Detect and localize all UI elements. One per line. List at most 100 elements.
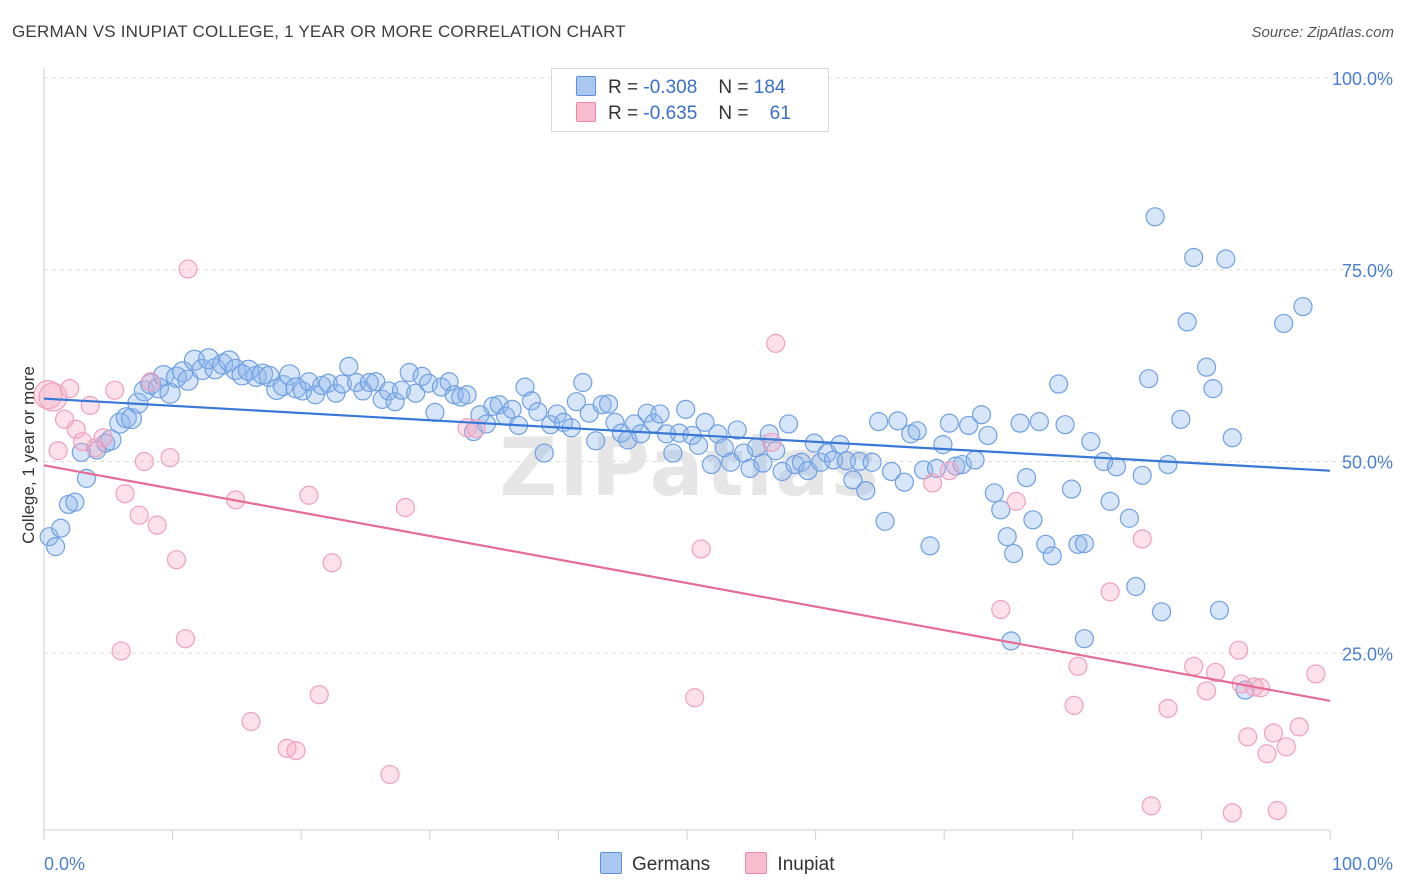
inupiat-point[interactable] bbox=[241, 711, 261, 732]
inupiat-point[interactable] bbox=[1222, 803, 1242, 823]
german-point[interactable] bbox=[399, 362, 419, 383]
german-point[interactable] bbox=[1036, 534, 1056, 554]
german-point[interactable] bbox=[959, 415, 979, 436]
series-legend-germans[interactable]: Germans bbox=[600, 852, 710, 876]
german-point[interactable] bbox=[688, 435, 709, 455]
german-point[interactable] bbox=[1081, 431, 1101, 452]
inupiat-point[interactable] bbox=[111, 641, 131, 661]
german-point[interactable] bbox=[272, 374, 294, 397]
german-point[interactable] bbox=[1100, 491, 1120, 511]
inupiat-point[interactable] bbox=[322, 553, 342, 573]
german-point[interactable] bbox=[1106, 457, 1127, 477]
inupiat-point[interactable] bbox=[286, 741, 306, 761]
german-point[interactable] bbox=[159, 382, 181, 404]
german-point[interactable] bbox=[1222, 428, 1242, 448]
inupiat-point[interactable] bbox=[1205, 662, 1226, 683]
german-point[interactable] bbox=[1293, 296, 1313, 317]
german-point[interactable] bbox=[1004, 543, 1024, 564]
german-point[interactable] bbox=[1074, 533, 1094, 554]
inupiat-point[interactable] bbox=[129, 505, 149, 525]
inupiat-point[interactable] bbox=[1306, 664, 1326, 684]
inupiat-point[interactable] bbox=[147, 515, 167, 535]
german-point[interactable] bbox=[984, 483, 1004, 503]
inupiat-point[interactable] bbox=[691, 539, 711, 559]
german-point[interactable] bbox=[753, 453, 773, 473]
german-point[interactable] bbox=[502, 399, 522, 419]
german-point[interactable] bbox=[778, 414, 799, 434]
german-point[interactable] bbox=[888, 411, 908, 431]
german-point[interactable] bbox=[391, 380, 412, 400]
german-point[interactable] bbox=[631, 424, 651, 444]
inupiat-point[interactable] bbox=[60, 379, 80, 399]
german-point[interactable] bbox=[650, 404, 670, 424]
inupiat-point[interactable] bbox=[309, 685, 329, 705]
inupiat-point[interactable] bbox=[380, 764, 400, 785]
german-point[interactable] bbox=[489, 395, 509, 415]
german-point[interactable] bbox=[676, 399, 696, 419]
inupiat-point[interactable] bbox=[66, 419, 86, 439]
german-point[interactable] bbox=[483, 396, 503, 416]
german-point[interactable] bbox=[939, 413, 959, 433]
german-point[interactable] bbox=[701, 454, 722, 475]
german-point[interactable] bbox=[1145, 207, 1165, 227]
inupiat-point[interactable] bbox=[766, 333, 786, 353]
german-point[interactable] bbox=[425, 402, 445, 423]
german-point[interactable] bbox=[1010, 413, 1030, 433]
german-point[interactable] bbox=[598, 394, 619, 414]
inupiat-point[interactable] bbox=[395, 497, 415, 518]
german-point[interactable] bbox=[1055, 415, 1075, 435]
inupiat-point[interactable] bbox=[80, 395, 100, 416]
inupiat-point[interactable] bbox=[93, 428, 113, 448]
german-point[interactable] bbox=[1068, 534, 1088, 554]
german-point[interactable] bbox=[624, 414, 644, 434]
german-point[interactable] bbox=[856, 481, 876, 501]
inupiat-point[interactable] bbox=[33, 380, 63, 410]
german-point[interactable] bbox=[1049, 374, 1069, 394]
german-point[interactable] bbox=[971, 405, 992, 425]
inupiat-point[interactable] bbox=[141, 372, 161, 392]
german-point[interactable] bbox=[339, 356, 359, 376]
german-point[interactable] bbox=[1139, 369, 1159, 389]
german-point[interactable] bbox=[1016, 468, 1037, 488]
german-point[interactable] bbox=[218, 350, 240, 372]
inupiat-point[interactable] bbox=[762, 432, 782, 452]
german-point[interactable] bbox=[521, 391, 541, 411]
german-point[interactable] bbox=[1158, 454, 1178, 475]
german-point[interactable] bbox=[843, 470, 863, 490]
german-point[interactable] bbox=[1209, 600, 1230, 620]
inupiat-point[interactable] bbox=[1196, 681, 1217, 701]
inupiat-point[interactable] bbox=[1141, 796, 1161, 816]
german-point[interactable] bbox=[1126, 576, 1146, 597]
german-point[interactable] bbox=[592, 395, 612, 415]
german-point[interactable] bbox=[663, 443, 683, 463]
german-point[interactable] bbox=[894, 472, 914, 492]
inupiat-point[interactable] bbox=[85, 438, 106, 458]
inupiat-point[interactable] bbox=[685, 688, 705, 708]
inupiat-point[interactable] bbox=[1257, 744, 1277, 764]
inupiat-point[interactable] bbox=[991, 599, 1011, 620]
german-point[interactable] bbox=[385, 392, 405, 412]
german-point[interactable] bbox=[997, 527, 1017, 547]
inupiat-point[interactable] bbox=[178, 259, 198, 279]
german-point[interactable] bbox=[965, 450, 985, 470]
german-point[interactable] bbox=[457, 385, 477, 405]
inupiat-point[interactable] bbox=[1267, 800, 1287, 821]
inupiat-point[interactable] bbox=[1006, 491, 1026, 511]
inupiat-point[interactable] bbox=[1132, 529, 1152, 549]
german-point[interactable] bbox=[1184, 247, 1204, 268]
german-point[interactable] bbox=[1029, 412, 1049, 432]
german-point[interactable] bbox=[907, 421, 927, 441]
german-point[interactable] bbox=[1061, 479, 1082, 499]
inupiat-point[interactable] bbox=[105, 380, 125, 400]
inupiat-point[interactable] bbox=[1263, 723, 1284, 743]
german-point[interactable] bbox=[875, 511, 895, 531]
inupiat-point[interactable] bbox=[299, 485, 319, 505]
inupiat-point[interactable] bbox=[1184, 656, 1204, 676]
german-point[interactable] bbox=[566, 392, 587, 412]
german-point[interactable] bbox=[1203, 379, 1223, 399]
german-point[interactable] bbox=[727, 420, 747, 440]
german-point[interactable] bbox=[1216, 249, 1236, 269]
inupiat-point[interactable] bbox=[1238, 727, 1258, 747]
german-point[interactable] bbox=[1042, 546, 1062, 566]
inupiat-point[interactable] bbox=[175, 629, 196, 649]
